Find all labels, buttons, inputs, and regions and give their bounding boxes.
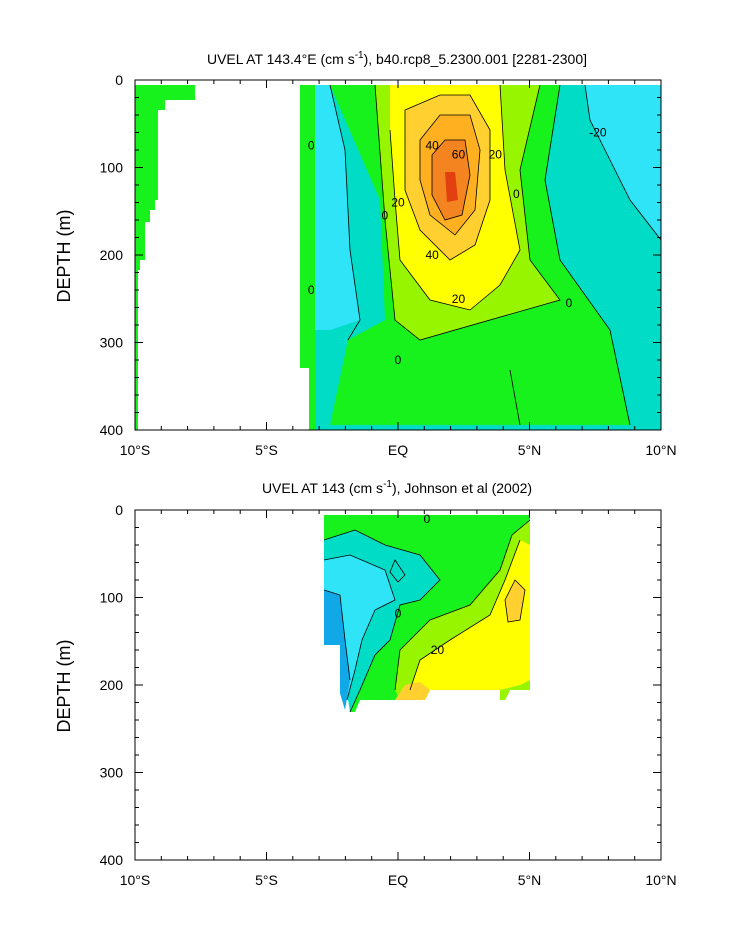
x-axis-model: 10°S 5°S EQ 5°N 10°N (120, 80, 677, 458)
y-tick-label: 300 (100, 765, 124, 781)
contour-label: 40 (426, 248, 440, 262)
y-tick-label: 100 (100, 590, 124, 606)
x-tick-label: EQ (388, 872, 408, 888)
y-tick-label: 200 (100, 247, 124, 263)
y-tick-label: 300 (100, 335, 124, 351)
y-tick-label: 100 (100, 160, 124, 176)
y-tick-label: 0 (115, 72, 123, 88)
x-tick-label: 5°S (255, 442, 278, 458)
x-tick-label: 10°N (645, 872, 676, 888)
x-axis-observations: 10°S 5°S EQ 5°N 10°N (120, 510, 677, 888)
contour-label: 40 (426, 139, 440, 153)
contour-label: 0 (308, 283, 315, 297)
contour-label: 20 (391, 196, 405, 210)
contour-label: 0 (513, 187, 520, 201)
x-tick-label: EQ (388, 442, 408, 458)
y-tick-label: 0 (115, 502, 123, 518)
contour-fill-model (135, 80, 661, 430)
contour-label: 20 (431, 643, 445, 657)
contour-lines-observations (323, 519, 531, 713)
x-tick-label: 5°N (518, 872, 542, 888)
contour-label: -20 (589, 126, 607, 140)
contour-fill-observations (324, 515, 530, 720)
contour-label: 0 (395, 606, 402, 620)
contour-labels-observations: 0 0 20 (395, 512, 445, 657)
panel-model: UVEL AT 143.4°E (cm s-1), b40.rcp8_5.230… (54, 50, 677, 458)
x-tick-label: 10°S (120, 442, 151, 458)
y-tick-label: 400 (100, 852, 124, 868)
y-axis-title-observations: DEPTH (m) (54, 640, 74, 733)
contour-label: 0 (395, 353, 402, 367)
chart-title-model: UVEL AT 143.4°E (cm s-1), b40.rcp8_5.230… (207, 50, 587, 67)
contour-label: 0 (424, 512, 431, 526)
x-tick-label: 10°N (645, 442, 676, 458)
contour-label: 20 (489, 147, 503, 161)
contour-label: 0 (382, 209, 389, 223)
x-tick-label: 5°S (255, 872, 278, 888)
y-tick-label: 400 (100, 422, 124, 438)
contour-label: 60 (452, 147, 466, 161)
x-tick-label: 10°S (120, 872, 151, 888)
panel-observations: UVEL AT 143 (cm s-1), Johnson et al (200… (54, 479, 677, 888)
chart-title-observations: UVEL AT 143 (cm s-1), Johnson et al (200… (262, 479, 532, 496)
contour-label: 0 (308, 139, 315, 153)
contour-label: 0 (566, 296, 573, 310)
x-tick-label: 5°N (518, 442, 542, 458)
y-tick-label: 200 (100, 677, 124, 693)
contour-lines-model (329, 84, 662, 426)
y-axis-title-model: DEPTH (m) (54, 210, 74, 303)
contour-label: 20 (452, 292, 466, 306)
